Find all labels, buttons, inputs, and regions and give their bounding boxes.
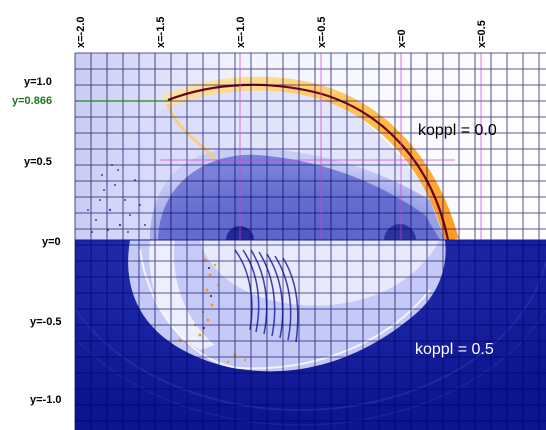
x-label: x=-2.0 bbox=[75, 17, 87, 49]
lower-panel-label: koppl = 0.5 bbox=[415, 341, 494, 358]
x-label: x=-1.0 bbox=[235, 17, 247, 49]
grid-lines bbox=[74, 52, 546, 430]
magenta-reference-lines bbox=[160, 53, 482, 240]
x-label: x=-1.5 bbox=[155, 17, 167, 49]
y-label: y=0.866 bbox=[12, 95, 52, 107]
y-label: y=1.0 bbox=[24, 76, 52, 88]
x-axis-labels: x=-2.0 x=-1.5 x=-1.0 x=-0.5 x=0 x=0.5 bbox=[75, 17, 488, 49]
lower-panel bbox=[75, 240, 546, 430]
y-label: y=-0.5 bbox=[30, 316, 62, 328]
x-label: x=-0.5 bbox=[316, 17, 328, 49]
upper-speckle bbox=[87, 164, 146, 233]
upper-panel-label: koppl = 0.0 bbox=[418, 122, 497, 139]
y-label: y=-1.0 bbox=[30, 394, 62, 406]
y-axis-labels: y=1.0 y=0.866 y=0.5 y=0 y=-0.5 y=-1.0 bbox=[12, 76, 62, 406]
y-label: y=0.5 bbox=[24, 156, 52, 168]
y-label: y=0 bbox=[42, 236, 61, 248]
x-label: x=0.5 bbox=[476, 20, 488, 48]
x-label: x=0 bbox=[396, 29, 408, 48]
